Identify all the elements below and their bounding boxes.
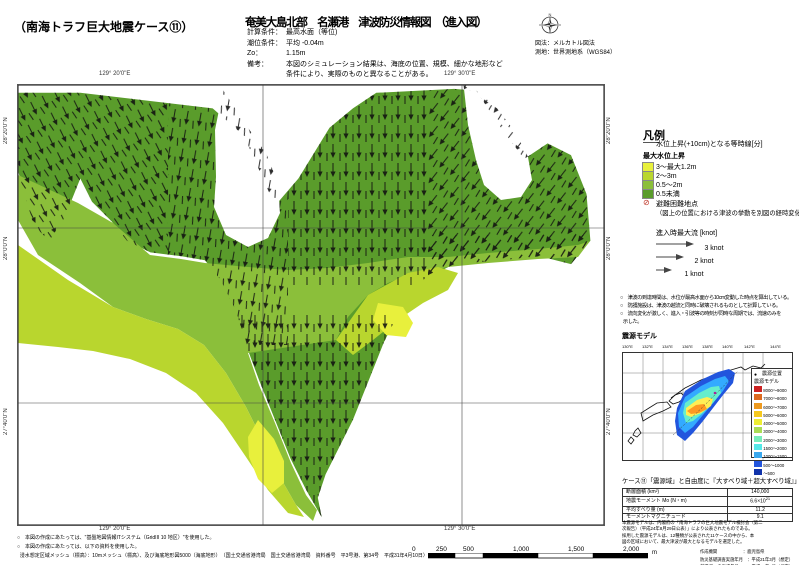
svg-text:N: N (549, 12, 552, 17)
